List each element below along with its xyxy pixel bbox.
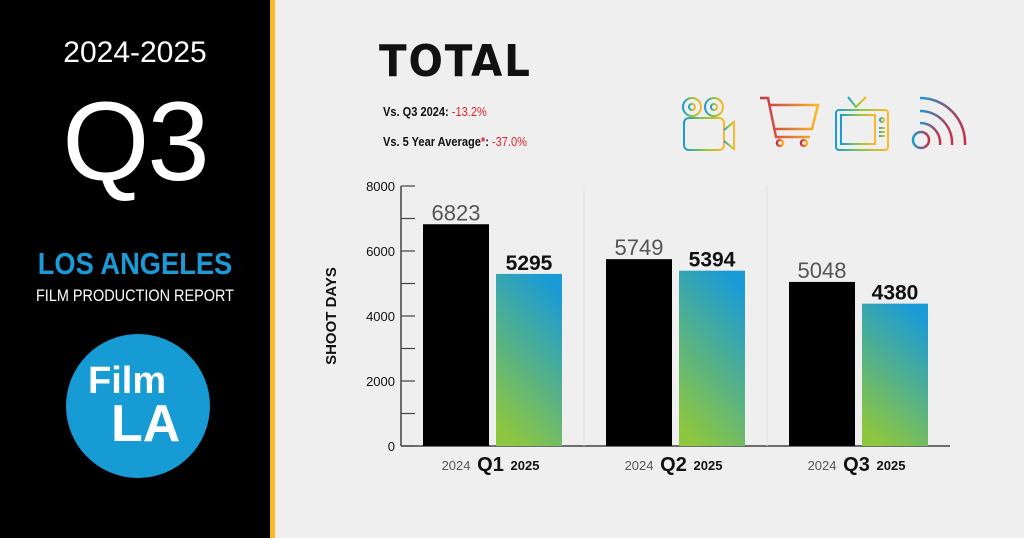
comparison-label: Vs. 5 Year Average xyxy=(383,134,481,149)
data-label: 6823 xyxy=(432,200,481,225)
x-category-label: Q2 xyxy=(660,454,687,476)
y-tick-label: 8000 xyxy=(366,179,395,194)
page-title: TOTAL xyxy=(379,36,532,87)
shopping-cart-icon xyxy=(760,96,820,148)
comparison-prior-year: Vs. Q3 2024: -13.2% xyxy=(383,104,487,119)
y-axis-label: SHOOT DAYS xyxy=(323,267,340,365)
comparison-value: -13.2% xyxy=(451,104,487,119)
x-series-label: 2025 xyxy=(877,458,906,473)
x-category-label: Q1 xyxy=(477,454,504,476)
x-series-label: 2024 xyxy=(442,458,471,473)
bar-2025-Q3 xyxy=(862,303,928,446)
accent-stripe xyxy=(270,0,275,538)
x-category-label: Q3 xyxy=(843,454,870,476)
report-subtitle: FILM PRODUCTION REPORT xyxy=(35,286,235,305)
data-label: 5295 xyxy=(506,252,553,275)
y-tick-label: 4000 xyxy=(366,309,395,324)
report-quarter: Q3 xyxy=(62,79,209,204)
television-icon xyxy=(835,96,889,151)
logo-text-film: Film xyxy=(88,360,167,402)
y-tick-label: 6000 xyxy=(366,244,395,259)
asterisk: * xyxy=(480,134,486,149)
report-city: LOS ANGELES xyxy=(37,246,233,281)
x-series-label: 2024 xyxy=(625,458,654,473)
bar-2025-Q1 xyxy=(496,273,562,446)
data-label: 5394 xyxy=(689,249,736,272)
comparison-five-year: Vs. 5 Year Average*: -37.0% xyxy=(383,134,527,149)
report-years: 2024-2025 xyxy=(63,36,207,69)
y-tick-label: 0 xyxy=(388,439,395,454)
bar-2024-Q3 xyxy=(789,281,855,446)
film-camera-icon xyxy=(682,97,735,152)
media-icons xyxy=(682,96,967,152)
wireless-signal-icon xyxy=(911,96,967,150)
filmla-logo: Film LA xyxy=(66,334,210,478)
bar-2024-Q1 xyxy=(423,224,489,446)
data-label: 4380 xyxy=(872,282,919,305)
bar-2024-Q2 xyxy=(606,259,672,446)
data-label: 5048 xyxy=(798,258,847,283)
x-series-label: 2024 xyxy=(808,458,837,473)
x-series-label: 2025 xyxy=(694,458,723,473)
logo-text-la: LA xyxy=(111,395,181,453)
comparison-value: -37.0% xyxy=(491,134,527,149)
comparison-label: Vs. Q3 2024: xyxy=(383,104,449,119)
y-tick-label: 2000 xyxy=(366,374,395,389)
bar-2025-Q2 xyxy=(679,270,745,446)
x-series-label: 2025 xyxy=(511,458,540,473)
data-label: 5749 xyxy=(615,235,664,260)
